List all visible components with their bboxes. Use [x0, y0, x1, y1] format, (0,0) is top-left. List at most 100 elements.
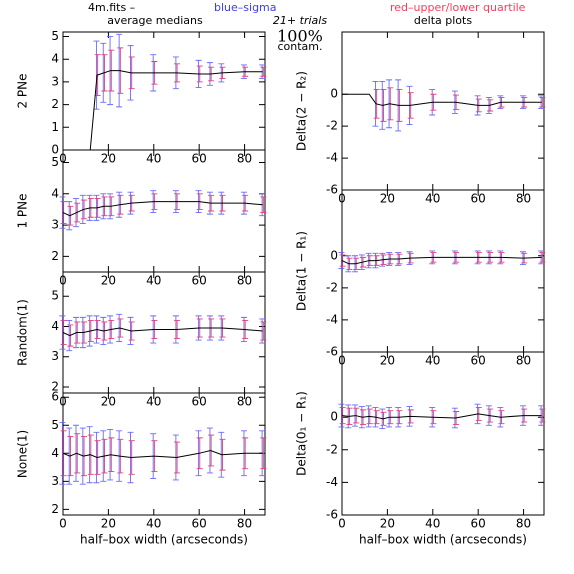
- left-title: average medians: [107, 14, 203, 27]
- panel-frame: [341, 189, 545, 353]
- x-axis-label: half–box width (arcseconds): [359, 533, 527, 547]
- median-line: [62, 449, 263, 459]
- y-tick-label: 2: [51, 97, 59, 111]
- x-tick-label: 20: [101, 152, 116, 166]
- x-tick-label: 60: [192, 517, 207, 531]
- quartile-error-bar: [260, 321, 267, 341]
- contam-value: 100%: [277, 27, 323, 46]
- sigma-error-bar: [59, 196, 66, 229]
- panel-frame: [62, 149, 266, 273]
- y-tick-label: 2: [51, 249, 59, 263]
- file-name: 4m.fits –: [88, 1, 135, 14]
- y-tick-label: 6: [51, 390, 59, 404]
- contam-label: contam.: [277, 40, 322, 53]
- panel-frame: [341, 31, 545, 191]
- x-tick-label: 80: [237, 274, 252, 288]
- y-tick-label: 3: [51, 474, 59, 488]
- x-tick-label: 60: [192, 274, 207, 288]
- x-tick-label: 20: [380, 354, 395, 368]
- y-axis-label: Delta(1 − R₁): [295, 231, 309, 311]
- red-note: red–upper/lower quartile: [390, 1, 526, 14]
- panel-frame: [62, 31, 266, 151]
- blue-note: blue–sigma: [214, 1, 277, 14]
- median-line: [62, 201, 263, 217]
- median-line: [63, 70, 263, 151]
- x-tick-label: 80: [237, 395, 252, 409]
- x-tick-label: 0: [338, 517, 346, 531]
- quartile-error-bar: [539, 408, 546, 423]
- x-tick-label: 40: [146, 395, 161, 409]
- y-tick-label: 5: [51, 418, 59, 432]
- y-tick-label: 0: [330, 410, 338, 424]
- y-axis-label: None(1): [16, 430, 30, 478]
- y-tick-label: 5: [51, 155, 59, 169]
- x-tick-label: 0: [59, 517, 67, 531]
- x-tick-label: 60: [192, 395, 207, 409]
- y-tick-label: -4: [326, 312, 338, 326]
- y-tick-label: 0: [51, 143, 59, 157]
- x-tick-label: 20: [101, 274, 116, 288]
- x-tick-label: 60: [471, 517, 486, 531]
- trials: 21+ trials: [273, 14, 327, 27]
- y-tick-label: 4: [51, 319, 59, 333]
- x-tick-label: 40: [146, 274, 161, 288]
- sigma-error-bar: [338, 403, 345, 428]
- x-tick-label: 40: [425, 354, 440, 368]
- y-tick-label: -6: [326, 345, 338, 359]
- y-tick-label: 4: [51, 186, 59, 200]
- sigma-error-bar: [59, 315, 66, 350]
- y-tick-label: 0: [330, 248, 338, 262]
- x-tick-label: 80: [237, 152, 252, 166]
- quartile-error-bar: [260, 437, 267, 470]
- right-title: delta plots: [414, 14, 472, 27]
- median-line: [342, 93, 542, 106]
- y-tick-label: -2: [326, 280, 338, 294]
- median-line: [341, 256, 542, 265]
- x-tick-label: 40: [425, 517, 440, 531]
- x-tick-label: 80: [516, 517, 531, 531]
- quartile-error-bar: [260, 66, 267, 77]
- y-axis-label: Delta(0₁ − R₁): [295, 391, 309, 476]
- quartile-error-bar: [260, 196, 267, 214]
- x-tick-label: 60: [192, 152, 207, 166]
- y-axis-label: Random(1): [16, 299, 30, 366]
- panel-frame: [62, 271, 266, 394]
- x-tick-label: 20: [380, 192, 395, 206]
- y-tick-label: 3: [51, 74, 59, 88]
- y-tick-label: 4: [51, 52, 59, 66]
- y-axis-label: 1 PNe: [16, 193, 30, 228]
- x-tick-label: 40: [146, 152, 161, 166]
- y-tick-label: 1: [51, 120, 59, 134]
- x-tick-label: 20: [101, 395, 116, 409]
- y-tick-label: 2: [51, 502, 59, 516]
- y-tick-label: 3: [51, 218, 59, 232]
- y-tick-label: 0: [330, 87, 338, 101]
- panel-frame: [62, 392, 266, 516]
- y-axis-label: Delta(2 − R₂): [295, 71, 309, 151]
- x-tick-label: 40: [146, 517, 161, 531]
- median-line: [62, 327, 263, 337]
- x-tick-label: 80: [237, 517, 252, 531]
- x-axis-label: half–box width (arcseconds): [80, 533, 248, 547]
- y-tick-label: 2: [51, 379, 59, 393]
- x-tick-label: 60: [471, 192, 486, 206]
- median-line: [341, 413, 542, 420]
- y-tick-label: -6: [326, 508, 338, 522]
- x-tick-label: 80: [516, 354, 531, 368]
- y-tick-label: 5: [51, 289, 59, 303]
- x-tick-label: 20: [101, 517, 116, 531]
- x-tick-label: 40: [425, 192, 440, 206]
- y-tick-label: 5: [51, 29, 59, 43]
- quartile-error-bar: [539, 252, 546, 263]
- quartile-error-bar: [539, 96, 546, 108]
- y-tick-label: -2: [326, 442, 338, 456]
- y-tick-label: 4: [51, 446, 59, 460]
- sigma-error-bar: [59, 421, 66, 485]
- y-tick-label: -4: [326, 475, 338, 489]
- y-tick-label: -4: [326, 151, 338, 165]
- y-axis-label: 2 PNe: [16, 73, 30, 108]
- y-tick-label: -6: [326, 183, 338, 197]
- x-tick-label: 20: [380, 517, 395, 531]
